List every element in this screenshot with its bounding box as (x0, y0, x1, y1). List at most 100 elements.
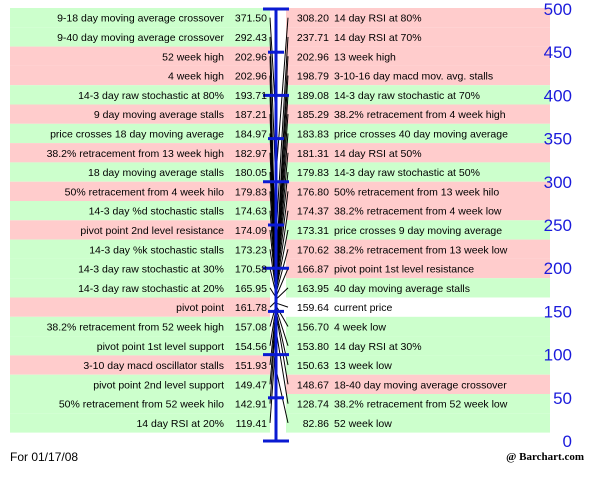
left-row-bg (10, 85, 270, 105)
left-row-value: 154.56 (235, 341, 267, 353)
right-row-label: 18-40 day moving average crossover (334, 379, 507, 391)
footer-credit: @ Barchart.com (506, 451, 584, 463)
right-row-value: 150.63 (297, 360, 329, 372)
right-row-label: pivot point 1st level resistance (334, 264, 474, 276)
left-row-value: 174.09 (235, 225, 267, 237)
left-row-bg (10, 27, 270, 47)
connector-lines (269, 17, 289, 424)
right-connector-line (275, 210, 289, 291)
row-labels: 9-18 day moving average crossover 371.50 9… (47, 13, 509, 430)
right-row-value: 82.86 (303, 418, 329, 430)
left-row-label: 14-3 day raw stochastic at 20% (78, 283, 224, 295)
right-connector-line (275, 36, 289, 236)
right-row-value: 163.95 (297, 283, 329, 295)
right-row-label: price crosses 40 day moving average (334, 128, 508, 140)
axis-tick-label: 400 (544, 86, 572, 105)
axis-tick-label: 300 (544, 173, 572, 192)
right-row-bg (286, 162, 550, 182)
left-row-bg (10, 65, 270, 86)
right-row-label: 14-3 day raw stochastic at 50% (334, 167, 480, 179)
left-row-value: 193.71 (235, 90, 267, 102)
left-row-bg (10, 394, 270, 414)
left-row-value: 161.78 (235, 302, 267, 314)
left-row-value: 174.63 (235, 206, 267, 218)
left-row-label: 50% retracement from 4 week hilo (65, 186, 224, 198)
right-row-bg (286, 201, 550, 221)
axis-tick-label: 100 (544, 346, 572, 365)
right-row-value: 176.80 (297, 186, 329, 198)
left-row-label: pivot point (176, 302, 224, 314)
axis-tick-label: 450 (544, 43, 572, 62)
right-row-label: price crosses 9 day moving average (334, 225, 502, 237)
left-row-label: 14-3 day %k stochastic stalls (89, 244, 224, 256)
right-row-value: 156.70 (297, 321, 329, 333)
right-row-value: 159.64 (297, 302, 329, 314)
left-row-label: 52 week high (162, 51, 224, 63)
left-row-label: 38.2% retracement from 13 week high (47, 148, 225, 160)
right-row-value: 185.29 (297, 109, 329, 121)
right-row-bg (286, 278, 550, 298)
right-row-value: 128.74 (297, 399, 329, 411)
right-row-label: 38.2% retracement from 4 week high (334, 109, 506, 121)
right-row-bg (286, 394, 550, 414)
left-row-label: price crosses 18 day moving average (50, 128, 224, 140)
right-row-bg (286, 239, 550, 259)
right-row-label: 38.2% retracement from 4 week low (334, 206, 502, 218)
axis-tick-label: 50 (553, 389, 572, 408)
right-row-bg (286, 220, 550, 240)
left-row-bg (10, 143, 270, 163)
right-row-bg (286, 143, 550, 163)
left-row-value: 157.08 (235, 321, 267, 333)
right-row-bg (286, 27, 550, 47)
right-row-label: 14 day RSI at 50% (334, 148, 422, 160)
right-connector-line (275, 268, 289, 298)
left-row-bg (10, 258, 270, 279)
right-row-label: 14 day RSI at 30% (334, 341, 422, 353)
axis-tick-label: 150 (544, 302, 572, 321)
axis-tick-labels: 0 50 100 150 200 250 300 350 400 450 500 (544, 0, 572, 451)
left-row-value: 202.96 (235, 71, 267, 83)
left-row-bg (10, 413, 270, 433)
right-connector-line (275, 171, 289, 286)
right-row-value: 308.20 (297, 13, 329, 25)
left-row-label: 14-3 day raw stochastic at 30% (78, 264, 224, 276)
left-row-value: 187.21 (235, 109, 267, 121)
right-row-label: 14-3 day raw stochastic at 70% (334, 90, 480, 102)
right-row-label: 38.2% retracement from 52 week low (334, 399, 508, 411)
right-row-label: 13 week low (334, 360, 392, 372)
left-row-label: pivot point 1st level support (97, 341, 224, 353)
left-row-label: pivot point 2nd level resistance (80, 225, 224, 237)
right-connector-line (275, 369, 289, 424)
left-row-bg (10, 374, 270, 394)
left-row-value: 184.97 (235, 128, 267, 140)
left-row-value: 170.58 (235, 264, 267, 276)
right-row-label: 38.2% retracement from 13 week low (334, 244, 508, 256)
left-row-label: 14 day RSI at 20% (136, 418, 224, 430)
right-connector-line (275, 249, 289, 294)
left-row-bg (10, 104, 270, 124)
left-row-bg (10, 201, 270, 221)
row-backgrounds (10, 8, 550, 433)
left-row-bg (10, 297, 270, 317)
left-row-value: 371.50 (235, 13, 267, 25)
right-row-label: 13 week high (334, 51, 396, 63)
left-row-value: 179.83 (235, 186, 267, 198)
right-row-label: 14 day RSI at 70% (334, 32, 422, 44)
left-row-label: 18 day moving average stalls (88, 167, 224, 179)
right-row-bg (286, 258, 550, 279)
axis-tick-label: 0 (563, 432, 572, 451)
axis-tick-label: 250 (544, 216, 572, 235)
left-row-value: 173.23 (235, 244, 267, 256)
left-row-bg (10, 336, 270, 356)
right-row-bg (286, 85, 550, 105)
right-row-bg (286, 104, 550, 124)
right-row-value: 148.67 (297, 379, 329, 391)
left-row-bg (10, 123, 270, 144)
right-row-bg (286, 413, 550, 433)
right-row-value: 153.80 (297, 341, 329, 353)
left-row-label: 14-3 day raw stochastic at 80% (78, 90, 224, 102)
left-row-label: 3-10 day macd oscillator stalls (83, 360, 224, 372)
right-connector-line (275, 307, 289, 346)
right-row-value: 181.31 (297, 148, 329, 160)
right-connector-line (275, 191, 289, 289)
